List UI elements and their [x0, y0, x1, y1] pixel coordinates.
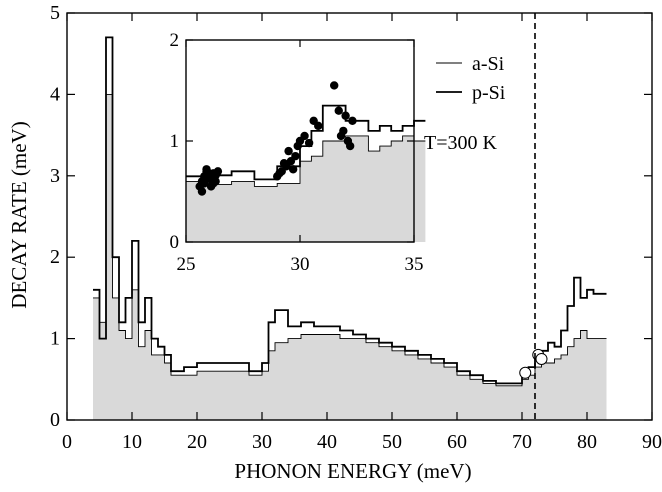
inset-y-tick-label: 2	[170, 30, 180, 51]
series-line-p-si	[93, 36, 607, 385]
series-fill-a-si	[186, 135, 426, 242]
main-frame	[66, 12, 653, 421]
main-x-tick-label: 50	[382, 431, 402, 453]
data-point-filled	[341, 111, 350, 120]
main-y-tick-label: 2	[50, 246, 60, 268]
y-axis-label: DECAY RATE (meV)	[7, 121, 31, 308]
temperature-annotation: T=300 K	[424, 132, 497, 154]
data-point-filled	[275, 169, 284, 178]
legend-label-a-si: a-Si	[472, 53, 505, 75]
data-point-filled	[336, 131, 346, 141]
main-x-tick-label: 60	[447, 431, 467, 453]
inset-y-tick-label: 1	[170, 131, 180, 152]
inset-x-tick-label: 35	[405, 254, 424, 275]
data-point-filled	[279, 159, 289, 168]
data-point-filled	[345, 141, 355, 151]
data-point-filled	[348, 116, 357, 126]
main-x-tick-label: 20	[187, 431, 207, 453]
main-x-tick-label: 90	[642, 431, 662, 453]
inset-plot: 25 30 35 0 1 2	[170, 30, 426, 275]
data-point-filled	[209, 169, 218, 178]
main-y-tick-label: 1	[50, 328, 60, 350]
data-point-open	[519, 366, 532, 379]
data-point-filled	[314, 121, 323, 131]
main-x-tick-label: 80	[577, 431, 597, 453]
main-y-tick-label: 4	[50, 83, 60, 105]
inset-y-tick-label: 0	[170, 232, 180, 253]
chart-text: PHONON ENERGY (meV) DECAY RATE (meV) T=3…	[7, 53, 506, 483]
data-point-filled	[304, 138, 314, 148]
series-fill-a-si	[93, 94, 607, 421]
data-point-open	[535, 352, 548, 365]
data-point-filled	[291, 151, 300, 161]
data-point-filled	[300, 131, 309, 141]
data-point-filled	[330, 81, 339, 90]
data-point-filled	[200, 179, 209, 188]
legend-label-p-si: p-Si	[472, 82, 506, 104]
data-point-filled	[288, 165, 298, 174]
main-x-tick-label: 30	[252, 431, 272, 453]
main-y-tick-label: 3	[50, 165, 60, 187]
main-y-tick-label: 0	[50, 409, 60, 431]
data-point-filled	[202, 165, 211, 174]
data-point-filled	[197, 187, 207, 196]
inset-x-tick-label: 25	[177, 254, 196, 275]
x-axis-label: PHONON ENERGY (meV)	[234, 459, 471, 483]
series-line-p-si	[186, 104, 426, 181]
main-x-tick-label: 70	[512, 431, 532, 453]
main-x-tick-label: 40	[317, 431, 337, 453]
main-x-tick-label: 0	[62, 431, 72, 453]
data-point-filled	[284, 146, 293, 156]
main-x-tick-label: 10	[122, 431, 142, 453]
inset-x-tick-label: 30	[291, 254, 310, 275]
data-point-filled	[211, 177, 220, 186]
data-point-filled	[334, 106, 343, 115]
main-y-tick-label: 5	[50, 2, 60, 24]
series-line-a-si	[186, 135, 426, 187]
